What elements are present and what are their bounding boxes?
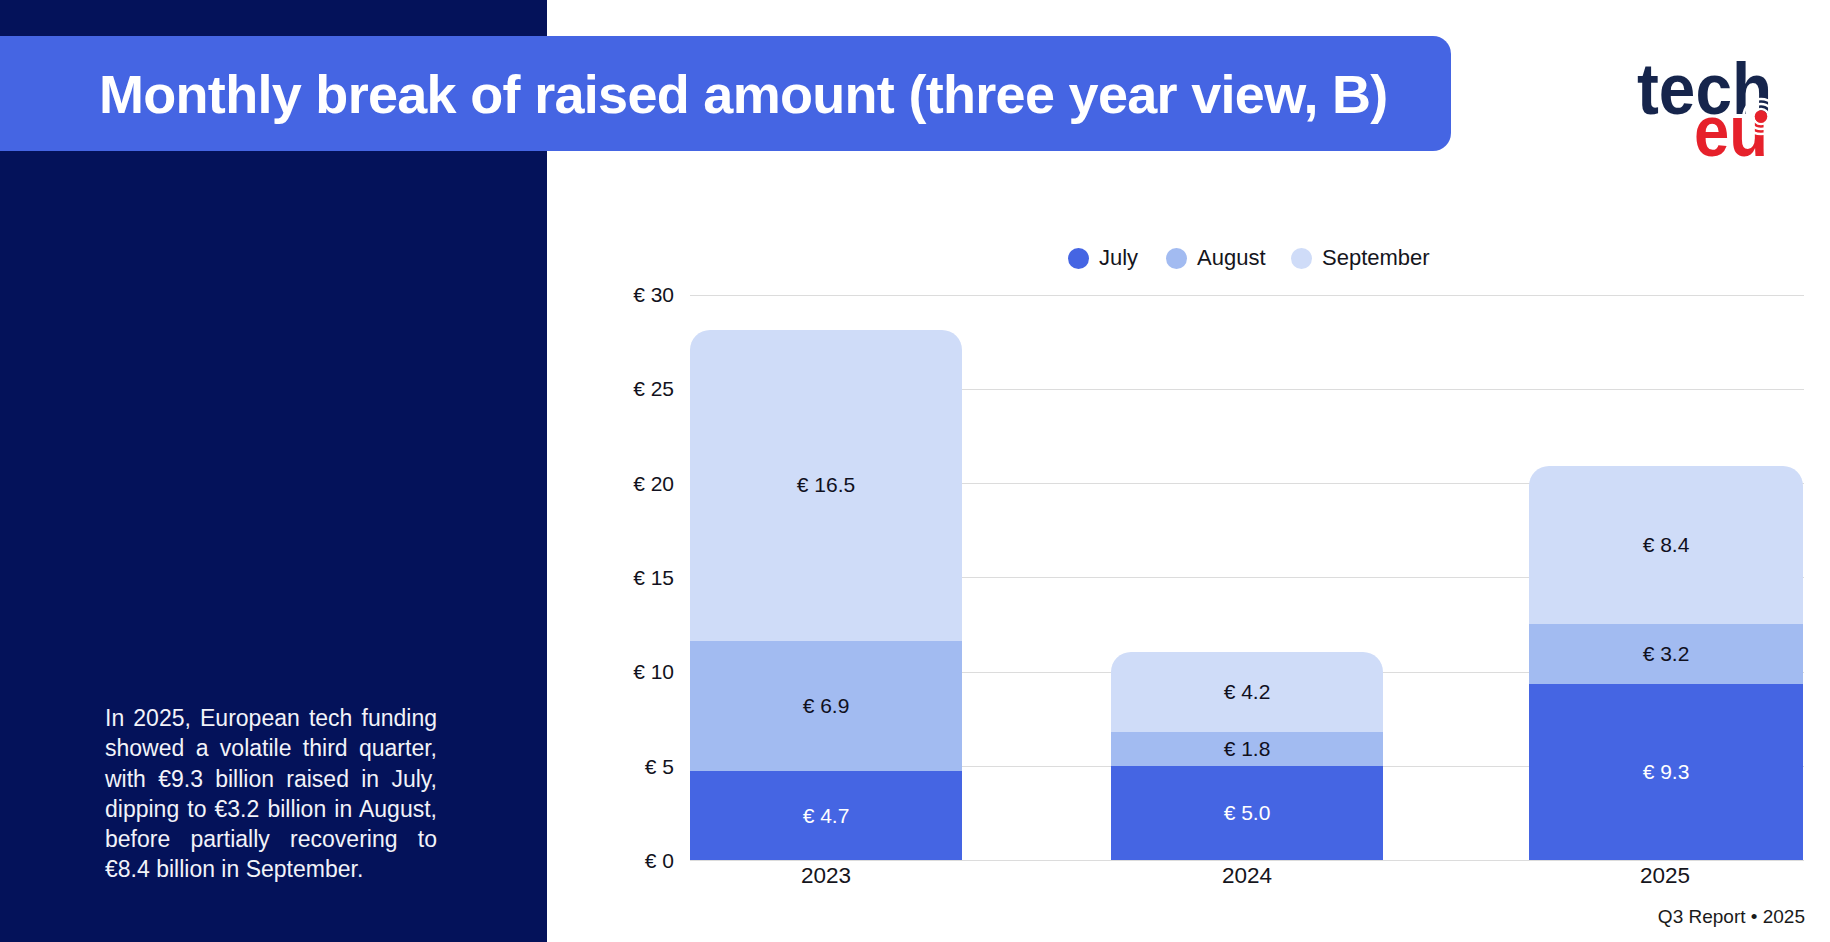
svg-text:eu: eu [1694,91,1768,170]
